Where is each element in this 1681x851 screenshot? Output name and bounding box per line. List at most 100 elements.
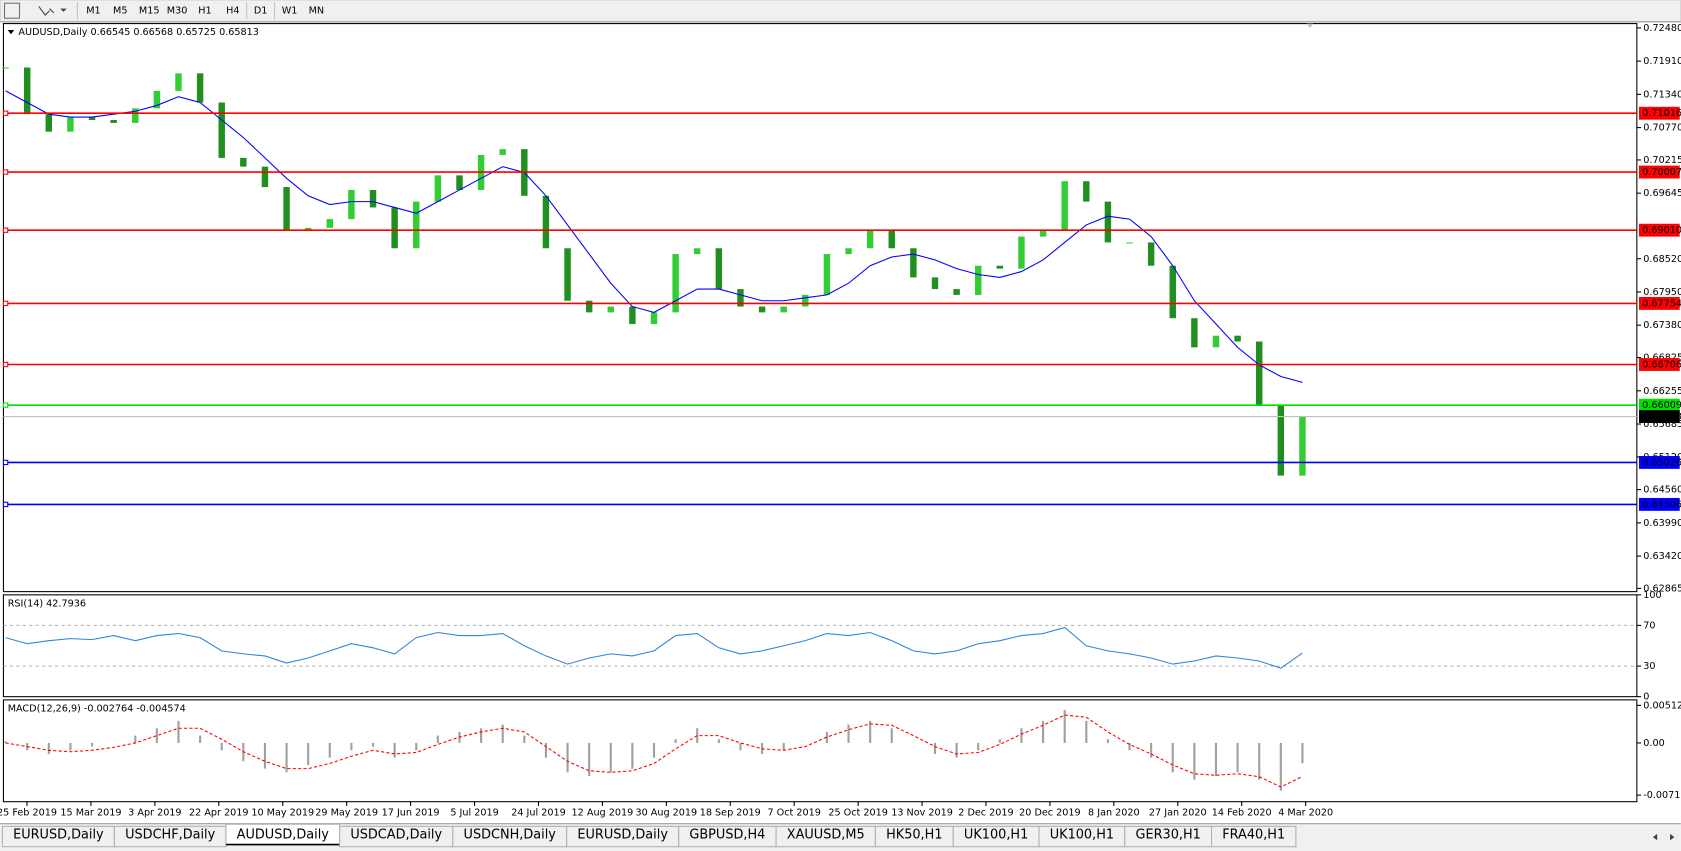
candle-body xyxy=(261,166,269,188)
candle-body xyxy=(845,248,852,255)
tool-icon[interactable] xyxy=(38,6,55,16)
x-tick-label: 27 Jan 2020 xyxy=(1149,807,1207,818)
timeframe-button[interactable]: M15 xyxy=(139,6,160,17)
level-label: 0.64306 xyxy=(1642,499,1681,510)
candle-body xyxy=(196,73,204,103)
timeframe-button[interactable]: W1 xyxy=(282,6,298,17)
y-tick-label: -0.00711 xyxy=(1643,790,1681,801)
candle-body xyxy=(304,227,312,231)
text-tool[interactable] xyxy=(3,2,21,19)
tab[interactable]: GER30,H1 xyxy=(1124,825,1213,848)
candle-body xyxy=(607,306,614,313)
level-label: 0.65026 xyxy=(1642,457,1681,468)
candle-body xyxy=(866,230,874,249)
tab[interactable]: FRA40,H1 xyxy=(1211,825,1297,848)
timeframe-button[interactable]: H4 xyxy=(226,6,239,17)
y-tick-label: 0.68520 xyxy=(1643,254,1681,265)
x-tick-label: 3 Apr 2019 xyxy=(128,807,181,818)
tab[interactable]: UK100,H1 xyxy=(1038,825,1126,848)
candle-body xyxy=(67,117,74,132)
tab-label[interactable]: FRA40,H1 xyxy=(1222,827,1285,842)
collapse-arrow[interactable] xyxy=(7,30,15,35)
level-label: 0.70007 xyxy=(1642,167,1681,178)
dropdown-arrow[interactable] xyxy=(60,8,67,12)
signal-line xyxy=(5,714,1303,788)
level-label: 0.66706 xyxy=(1642,360,1681,371)
y-tick-label: 0.65685 xyxy=(1643,419,1681,430)
y-tick-label: 0.69645 xyxy=(1643,188,1681,199)
tab[interactable]: HK50,H1 xyxy=(874,825,954,848)
candle-body xyxy=(2,67,9,69)
y-tick-label: 0.70215 xyxy=(1643,155,1681,166)
candle-body xyxy=(975,265,982,295)
tab-label[interactable]: UK100,H1 xyxy=(964,827,1028,842)
scroll-left[interactable] xyxy=(1652,833,1658,841)
y-tick-label: 0.63990 xyxy=(1643,518,1681,529)
timeframe-button[interactable]: M30 xyxy=(167,6,188,17)
candle-body xyxy=(1234,335,1241,342)
x-tick-label: 30 Aug 2019 xyxy=(636,807,698,818)
candle-body xyxy=(585,300,593,313)
tab[interactable]: EURUSD,Daily xyxy=(566,825,680,848)
tab-label[interactable]: GER30,H1 xyxy=(1135,827,1200,842)
y-tick-label: 0.62865 xyxy=(1643,583,1681,594)
level-handle xyxy=(2,300,9,307)
tab-label[interactable]: GBPUSD,H4 xyxy=(689,827,765,842)
level-label-box xyxy=(1638,358,1680,371)
x-tick-label: 12 Aug 2019 xyxy=(572,807,634,818)
timeframe-button[interactable]: D1 xyxy=(254,6,268,17)
candle-body xyxy=(413,201,420,249)
y-tick-label: 100 xyxy=(1643,590,1661,601)
tab[interactable]: USDCNH,Daily xyxy=(452,825,568,848)
candle-body xyxy=(802,294,809,307)
timeframe-button[interactable]: H1 xyxy=(198,6,211,17)
level-label-box xyxy=(1638,106,1680,120)
tab-label[interactable]: USDCHF,Daily xyxy=(125,827,216,842)
tab-label[interactable]: EURUSD,Daily xyxy=(577,827,668,842)
last-price-box xyxy=(1638,410,1680,423)
scroll-right[interactable] xyxy=(1670,833,1675,841)
y-tick-label: 0.71340 xyxy=(1643,89,1681,100)
candle-body xyxy=(88,117,96,121)
timeframe-button[interactable]: MN xyxy=(309,6,325,17)
candle-body xyxy=(283,187,290,231)
level-label: 0.67754 xyxy=(1642,298,1681,309)
candle-body xyxy=(715,248,723,290)
candle-body xyxy=(629,306,636,325)
y-tick-label: 0.70770 xyxy=(1643,123,1681,134)
timeframe-button[interactable]: M1 xyxy=(86,6,100,17)
tab-label[interactable]: AUDUSD,Daily xyxy=(237,827,330,842)
tab[interactable]: AUDUSD,Daily xyxy=(225,823,341,846)
tab[interactable]: UK100,H1 xyxy=(952,825,1040,848)
timeframe-button[interactable]: M5 xyxy=(113,6,127,17)
tab[interactable]: XAUUSD,M5 xyxy=(775,825,876,848)
tab-background[interactable] xyxy=(1211,825,1297,848)
x-tick-label: 29 May 2019 xyxy=(315,807,378,818)
x-tick-label: 2 Dec 2019 xyxy=(958,807,1013,818)
tab[interactable]: GBPUSD,H4 xyxy=(678,825,777,848)
candle-body xyxy=(45,114,53,132)
x-tick-label: 25 Feb 2019 xyxy=(0,807,57,818)
y-tick-label: 0.005121 xyxy=(1643,700,1681,711)
tab[interactable]: USDCAD,Daily xyxy=(339,825,454,848)
tab-label[interactable]: USDCNH,Daily xyxy=(464,827,557,842)
y-tick-label: 0.64560 xyxy=(1643,485,1681,496)
candle-body xyxy=(218,102,225,158)
x-tick-label: 15 Mar 2019 xyxy=(60,807,121,818)
x-tick-label: 13 Nov 2019 xyxy=(891,807,953,818)
x-tick-label: 7 Oct 2019 xyxy=(768,807,821,818)
candle-body xyxy=(153,90,161,109)
level-handle xyxy=(2,110,9,116)
tab[interactable]: EURUSD,Daily xyxy=(1,825,115,848)
tab[interactable]: USDCHF,Daily xyxy=(113,825,227,848)
price-panel xyxy=(2,23,1638,593)
tab-label[interactable]: HK50,H1 xyxy=(886,827,942,842)
tab-label[interactable]: USDCAD,Daily xyxy=(350,827,442,842)
level-label-box xyxy=(1638,223,1680,237)
tab-label[interactable]: UK100,H1 xyxy=(1050,827,1114,842)
tab-label[interactable]: EURUSD,Daily xyxy=(13,827,104,842)
tab-label[interactable]: XAUUSD,M5 xyxy=(787,827,865,842)
y-tick-label: 0.67380 xyxy=(1643,320,1681,331)
candle-body xyxy=(1126,242,1133,244)
